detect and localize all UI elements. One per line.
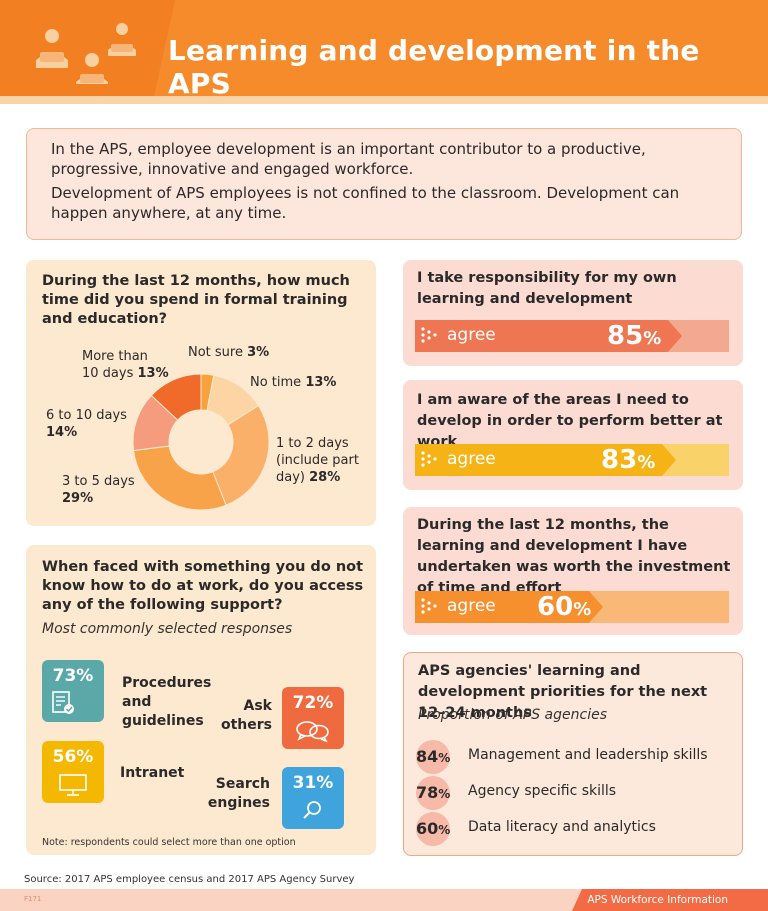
support-tile-intranet: 56% <box>42 741 104 803</box>
support-label-ask-others: Ask others <box>220 698 272 733</box>
priority-row-1: 84% Management and leadership skills <box>416 740 736 774</box>
header-banner: Learning and development in the APS <box>0 0 768 96</box>
dots-icon <box>421 327 437 343</box>
agree-statement-2: I am aware of the areas I need to develo… <box>417 392 723 450</box>
agree-bar-2: agree 83% <box>415 444 729 476</box>
speech-bubbles-icon <box>296 721 329 743</box>
support-tile-search: 31% <box>282 767 344 829</box>
support-label-search: Search engines <box>207 776 270 811</box>
magnifier-icon <box>303 801 321 819</box>
label-not-sure: Not sure 3% <box>188 345 270 360</box>
footer-brand-block: APS Workforce Information <box>572 889 768 911</box>
agree-statement-1: I take responsibility for my own learnin… <box>417 270 677 307</box>
label-6-to-10: 6 to 10 days 14% <box>46 408 127 440</box>
agree-statement-3: During the last 12 months, the learning … <box>417 517 731 596</box>
agree-panel-1: I take responsibility for my own learnin… <box>403 260 743 366</box>
priorities-panel: APS agencies' learning and development p… <box>403 652 743 856</box>
priority-row-2: 78% Agency specific skills <box>416 776 736 810</box>
donut-slice-1-to-2-days-include-part-day <box>212 404 270 506</box>
monitor-icon <box>59 774 87 796</box>
priorities-subtitle: Proportion of APS agencies <box>418 707 607 723</box>
label-no-time: No time 13% <box>250 375 337 390</box>
label-3-to-5: 3 to 5 days 29% <box>62 474 135 506</box>
page-number: F171 <box>24 895 42 903</box>
support-label-procedures: Procedures and guidelines <box>122 675 212 729</box>
priority-row-3: 60% Data literacy and analytics <box>416 812 736 846</box>
support-subtitle: Most commonly selected responses <box>42 621 293 637</box>
dots-icon <box>421 451 437 467</box>
support-tile-procedures: 73% <box>42 660 104 722</box>
support-panel: When faced with something you do not kno… <box>26 545 376 855</box>
intro-box: In the APS, employee development is an i… <box>26 128 742 240</box>
donut-slice-3-to-5-days <box>132 445 227 511</box>
label-1-to-2: 1 to 2 days (include part day) 28% <box>276 436 359 485</box>
source-note: Source: 2017 APS employee census and 201… <box>24 874 355 885</box>
support-tile-ask-others: 72% <box>282 687 344 749</box>
people-reading-icon <box>36 23 136 84</box>
support-label-intranet: Intranet <box>120 765 185 781</box>
agree-bar-fill <box>415 444 676 476</box>
label-more-than-10: More than 10 days 13% <box>82 349 169 381</box>
agree-bar-fill <box>415 320 682 352</box>
donut-slice-more-than-10-days <box>150 373 202 421</box>
intro-paragraph-1: In the APS, employee development is an i… <box>51 140 646 178</box>
page-title: Learning and development in the APS <box>168 34 700 96</box>
priorities-title: APS agencies' learning and development p… <box>418 663 708 721</box>
dots-icon <box>421 598 437 614</box>
document-check-icon <box>52 691 74 714</box>
support-note: Note: respondents could select more than… <box>42 837 296 848</box>
header-strip <box>0 96 768 104</box>
support-question: When faced with something you do not kno… <box>42 559 364 613</box>
agree-bar-fill <box>415 591 603 623</box>
intro-paragraph-2: Development of APS employees is not conf… <box>51 184 680 222</box>
agree-bar-3: agree 60% <box>415 591 729 623</box>
agree-bar-1: agree 85% <box>415 320 729 352</box>
training-panel: During the last 12 months, how much time… <box>26 260 376 526</box>
agree-panel-2: I am aware of the areas I need to develo… <box>403 380 743 490</box>
training-donut-chart <box>132 373 270 511</box>
training-question: During the last 12 months, how much time… <box>42 273 350 327</box>
footer-brand: APS Workforce Information <box>587 894 728 906</box>
footer-bar: F171 APS Workforce Information <box>0 889 768 911</box>
agree-panel-3: During the last 12 months, the learning … <box>403 507 743 635</box>
